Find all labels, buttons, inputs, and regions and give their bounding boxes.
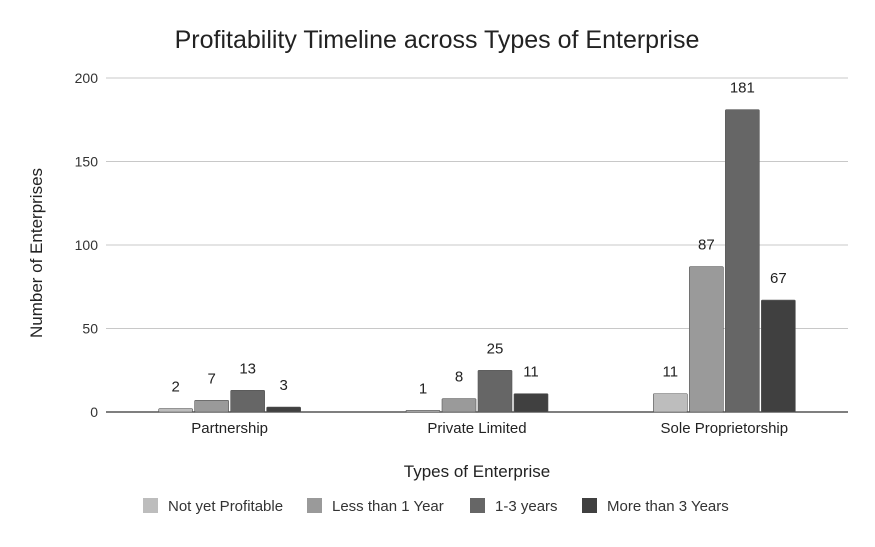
legend-label: 1-3 years — [495, 498, 558, 515]
legend-swatch — [582, 498, 597, 513]
y-tick-label: 150 — [75, 154, 99, 170]
data-label: 7 — [207, 370, 215, 387]
legend-item: Not yet Profitable — [143, 498, 283, 515]
y-tick-label: 100 — [75, 237, 99, 253]
x-tick-labels: Partnership Private Limited Sole Proprieto… — [191, 420, 788, 437]
data-label: 67 — [770, 270, 787, 287]
x-axis-label: Types of Enterprise — [404, 462, 550, 481]
bar — [158, 408, 193, 413]
legend-swatch — [143, 498, 158, 513]
legend-swatch — [470, 498, 485, 513]
bar — [653, 393, 688, 413]
bar — [513, 393, 549, 413]
legend-label: Less than 1 Year — [332, 498, 444, 515]
bar — [441, 398, 477, 413]
y-tick-label: 0 — [90, 404, 98, 420]
legend-item: 1-3 years — [470, 498, 558, 515]
x-tick-label: Private Limited — [427, 420, 526, 437]
data-label: 25 — [487, 340, 504, 357]
data-label: 1 — [419, 380, 427, 397]
data-label: 11 — [663, 364, 679, 381]
bar — [266, 406, 301, 413]
y-tick-labels: 0 50 100 150 200 — [75, 70, 99, 420]
bar — [725, 109, 760, 413]
legend-label: More than 3 Years — [607, 498, 729, 515]
bars — [158, 109, 796, 413]
data-label: 2 — [171, 379, 179, 396]
data-label: 181 — [730, 80, 755, 97]
data-labels: 2 7 13 3 1 8 25 11 11 87 181 67 — [171, 80, 786, 398]
data-label: 11 — [523, 364, 539, 381]
bar — [194, 400, 229, 413]
y-axis-label: Number of Enterprises — [27, 168, 46, 338]
data-label: 8 — [455, 369, 463, 386]
y-tick-label: 50 — [82, 321, 98, 337]
x-tick-label: Sole Proprietorship — [661, 420, 789, 437]
legend-item: Less than 1 Year — [307, 498, 444, 515]
bar — [230, 389, 265, 413]
bar — [689, 266, 724, 413]
data-label: 13 — [239, 360, 256, 377]
data-label: 3 — [279, 377, 287, 394]
gridlines — [106, 77, 848, 413]
y-tick-label: 200 — [75, 70, 99, 86]
data-label: 87 — [698, 237, 715, 254]
x-tick-label: Partnership — [191, 420, 268, 437]
bar — [761, 299, 796, 413]
legend-label: Not yet Profitable — [168, 498, 283, 515]
legend-swatch — [307, 498, 322, 513]
bar — [405, 410, 441, 413]
chart-title: Profitability Timeline across Types of E… — [175, 26, 700, 54]
bar — [477, 369, 513, 413]
legend-item: More than 3 Years — [582, 498, 729, 515]
legend: Not yet Profitable Less than 1 Year 1-3 ye… — [143, 498, 729, 515]
